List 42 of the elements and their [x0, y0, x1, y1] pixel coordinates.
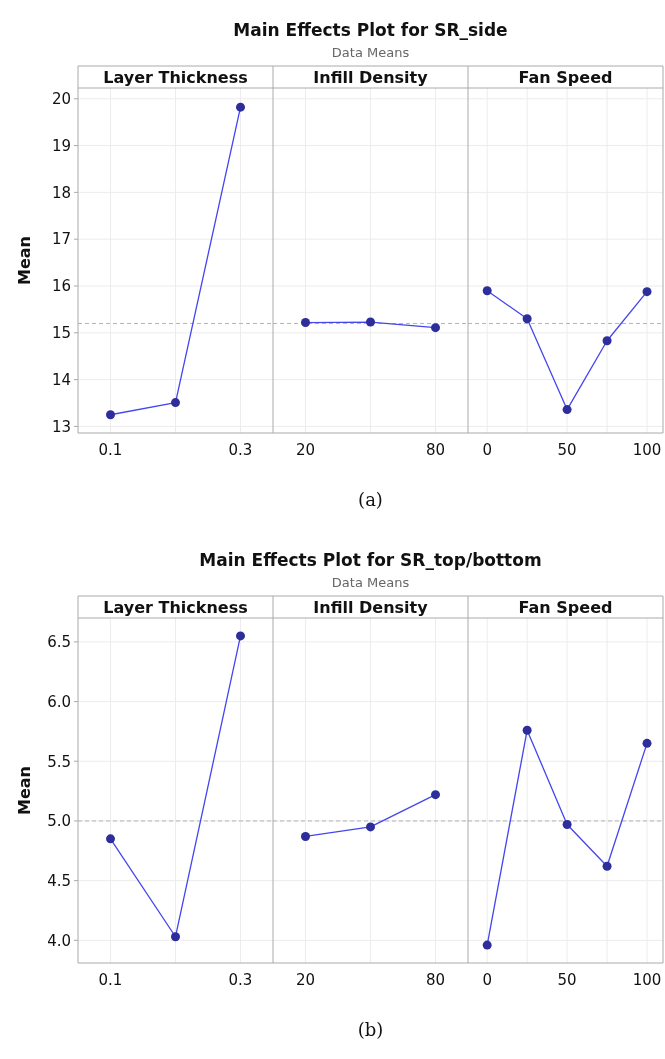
x-tick-label: 50: [557, 971, 577, 989]
chart-title: Infill Density: [313, 68, 429, 87]
y-tick-label: 14: [51, 370, 71, 389]
x-tick-label: 0: [482, 441, 492, 459]
chart-title: Fan Speed: [518, 68, 613, 87]
x-tick-label: 80: [425, 971, 446, 989]
x-tick-label: 20: [295, 441, 316, 459]
text: Data Means: [331, 45, 410, 60]
text: (b): [357, 1019, 384, 1040]
y-tick-label: 18: [51, 183, 71, 202]
x-tick-label: 0.3: [228, 441, 253, 459]
y-tick-label: 5.0: [47, 812, 71, 831]
chart-title: Fan Speed: [518, 598, 613, 617]
x-tick-label: 0: [482, 971, 492, 989]
y-tick-label: 13: [51, 417, 71, 436]
x-tick-label: 20: [295, 971, 316, 989]
x-tick-label: 100: [632, 441, 662, 459]
y-tick-label: 16: [51, 277, 71, 296]
x-tick-label: 0.3: [228, 971, 253, 989]
chart-title: Layer Thickness: [103, 68, 248, 87]
chart-title: Layer Thickness: [103, 598, 248, 617]
y-tick-label: 19: [51, 136, 71, 155]
x-tick-label: 50: [557, 441, 577, 459]
text: Data Means: [331, 575, 410, 590]
x-tick-label: 0.1: [98, 441, 123, 459]
y-tick-label: 20: [51, 90, 71, 109]
y-tick-label: 6.5: [47, 633, 71, 652]
y-axis-title: Mean: [15, 766, 34, 815]
y-tick-label: 4.0: [47, 931, 71, 950]
y-axis-title: Mean: [15, 236, 34, 285]
chart-title: Infill Density: [313, 598, 429, 617]
y-tick-label: 15: [51, 324, 71, 343]
y-tick-label: 4.5: [47, 871, 71, 890]
text: Main Effects Plot for SR_side: [233, 20, 508, 40]
text: (a): [358, 489, 383, 510]
y-tick-label: 5.5: [47, 752, 71, 771]
x-tick-label: 0.1: [98, 971, 123, 989]
text: Main Effects Plot for SR_top/bottom: [199, 550, 542, 570]
x-tick-label: 100: [632, 971, 662, 989]
y-tick-label: 17: [51, 230, 71, 249]
x-tick-label: 80: [425, 441, 446, 459]
y-tick-label: 6.0: [47, 692, 71, 711]
